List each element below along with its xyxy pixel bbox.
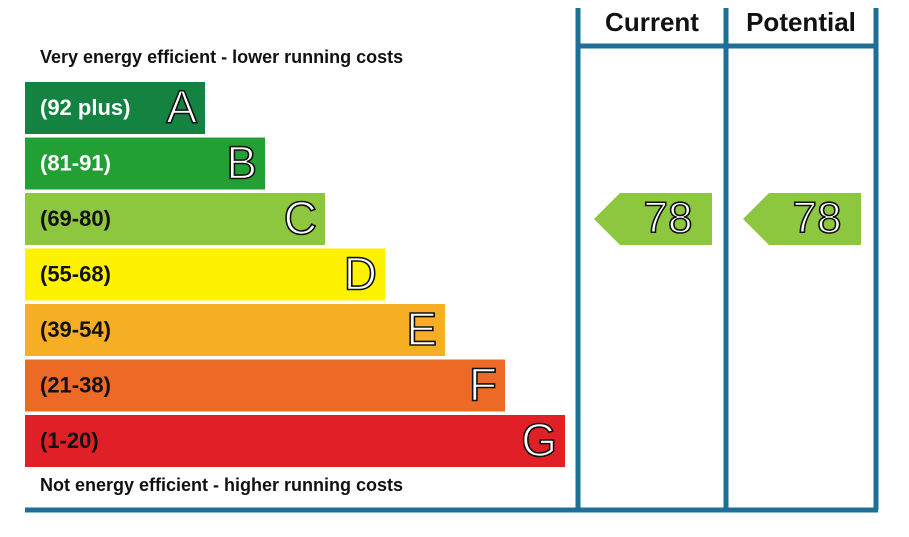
band	[25, 415, 565, 467]
band	[25, 304, 445, 356]
band-range: (69-80)	[40, 206, 111, 231]
current-header: Current	[605, 7, 699, 37]
band	[25, 248, 385, 301]
band-letter: G	[521, 414, 557, 466]
band	[25, 137, 265, 190]
band-letter: D	[344, 248, 377, 300]
band-letter: A	[166, 81, 197, 133]
top-note: Very energy efficient - lower running co…	[40, 47, 403, 67]
band-range: (55-68)	[40, 261, 111, 286]
rating-value: 78	[793, 194, 842, 243]
band-letter: F	[469, 359, 497, 411]
band-letter: B	[226, 137, 257, 189]
rating-value: 78	[644, 194, 693, 243]
band-range: (92 plus)	[40, 95, 130, 120]
band	[25, 82, 205, 134]
potential-header: Potential	[746, 7, 856, 37]
band-letter: C	[284, 192, 317, 244]
rating-arrow	[743, 193, 861, 245]
band-range: (1-20)	[40, 428, 99, 453]
rating-arrow	[594, 193, 712, 245]
band-range: (81-91)	[40, 150, 111, 175]
band	[25, 193, 325, 245]
band-letter: E	[406, 303, 437, 355]
frame	[25, 8, 879, 513]
bottom-note: Not energy efficient - higher running co…	[40, 475, 403, 495]
band	[25, 359, 505, 412]
band-range: (21-38)	[40, 372, 111, 397]
band-range: (39-54)	[40, 317, 111, 342]
